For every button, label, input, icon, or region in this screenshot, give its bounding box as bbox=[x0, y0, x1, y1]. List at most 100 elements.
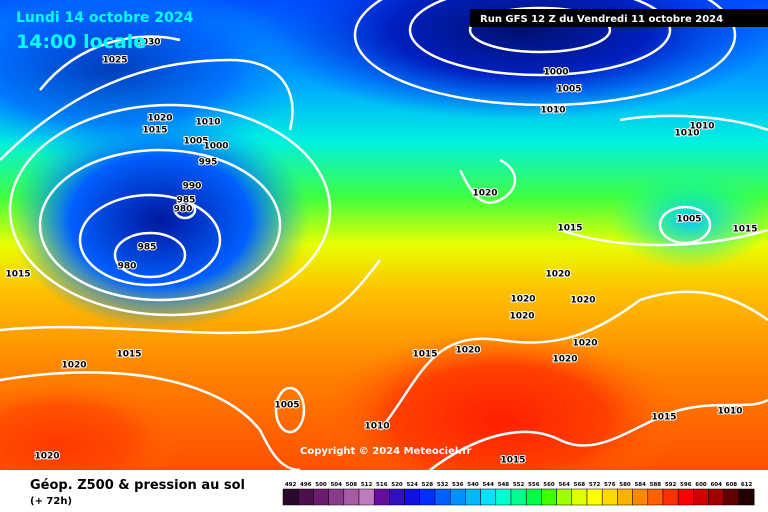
isobar-label: 1015 bbox=[116, 350, 141, 360]
scale-label: 504 bbox=[330, 482, 342, 488]
copyright: Copyright © 2024 Meteociel.fr bbox=[300, 446, 471, 457]
isobar-label: 1000 bbox=[543, 68, 568, 78]
isobar-label: 1005 bbox=[556, 85, 581, 95]
scale-cell bbox=[389, 488, 405, 506]
scale-label: 560 bbox=[543, 482, 555, 488]
isobar-label: 980 bbox=[118, 262, 137, 272]
scale-label: 520 bbox=[391, 482, 403, 488]
isobar-label: 1005 bbox=[676, 215, 701, 225]
isobar-label: 1020 bbox=[570, 296, 595, 306]
scale-label: 576 bbox=[604, 482, 616, 488]
scale-cell bbox=[465, 488, 481, 506]
scale-label: 544 bbox=[482, 482, 494, 488]
scale-cell bbox=[708, 488, 725, 506]
scale-cell bbox=[358, 488, 375, 506]
scale-label: 580 bbox=[619, 482, 631, 488]
isobar-label: 995 bbox=[199, 158, 218, 168]
isobar-label: 1000 bbox=[203, 142, 228, 152]
isobar-label: 1010 bbox=[540, 106, 565, 116]
scale-label: 524 bbox=[406, 482, 418, 488]
scale-cell bbox=[647, 488, 664, 506]
scale-label: 612 bbox=[741, 482, 753, 488]
scale-cell bbox=[282, 488, 299, 506]
footer-lead: (+ 72h) bbox=[30, 496, 72, 507]
scale-cell bbox=[313, 488, 329, 506]
color-scale: 492 496 500 504 508 512 516 520 524 528 532 536 540 5… bbox=[282, 482, 755, 506]
scale-cell bbox=[510, 488, 527, 506]
isobar-label: 985 bbox=[177, 196, 196, 206]
scale-cell bbox=[525, 488, 542, 506]
scale-label: 596 bbox=[680, 482, 692, 488]
isobar-label: 1015 bbox=[142, 126, 167, 136]
isobar-label: 1025 bbox=[102, 56, 127, 66]
scale-cell bbox=[404, 488, 421, 506]
scale-label: 540 bbox=[467, 482, 479, 488]
scale-label: 604 bbox=[710, 482, 722, 488]
scale-label: 532 bbox=[437, 482, 449, 488]
isobar-label: 1010 bbox=[717, 407, 742, 417]
scale-cell bbox=[632, 488, 649, 506]
scale-label: 600 bbox=[695, 482, 707, 488]
date: Lundi 14 octobre 2024 bbox=[16, 10, 194, 26]
isobar-label: 1015 bbox=[412, 350, 437, 360]
isobar-lines bbox=[0, 0, 768, 470]
isobar-label: 1010 bbox=[195, 118, 220, 128]
time: 14:00 locale bbox=[16, 31, 146, 53]
isobar-label: 1015 bbox=[500, 456, 525, 466]
scale-label: 564 bbox=[558, 482, 570, 488]
isobar-label: 1005 bbox=[274, 401, 299, 411]
scale-cell bbox=[662, 488, 679, 506]
scale-cell bbox=[373, 488, 390, 506]
scale-label: 556 bbox=[528, 482, 540, 488]
scale-cell bbox=[434, 488, 451, 506]
scale-cell bbox=[343, 488, 360, 506]
scale-cell bbox=[419, 488, 436, 506]
scale-cell bbox=[723, 488, 740, 506]
isobar-label: 1010 bbox=[689, 122, 714, 132]
run-box bbox=[470, 9, 768, 27]
isobar-label: 1015 bbox=[5, 270, 30, 280]
scale-cell bbox=[297, 488, 314, 506]
scale-label: 496 bbox=[300, 482, 312, 488]
scale-cell bbox=[738, 488, 755, 506]
isobar-label: 985 bbox=[138, 243, 157, 253]
scale-cell bbox=[480, 488, 497, 506]
scale-cell bbox=[617, 488, 633, 506]
isobar-label: 1020 bbox=[572, 339, 597, 349]
isobar-label: 980 bbox=[174, 205, 193, 215]
scale-label: 516 bbox=[376, 482, 388, 488]
scale-cell bbox=[571, 488, 588, 506]
isobar-label: 1020 bbox=[472, 189, 497, 199]
scale-label: 552 bbox=[513, 482, 525, 488]
isobar-label: 1015 bbox=[732, 225, 757, 235]
scale-label: 492 bbox=[285, 482, 297, 488]
scale-cell bbox=[556, 488, 573, 506]
scale-label: 584 bbox=[634, 482, 646, 488]
isobar-label: 1020 bbox=[61, 361, 86, 371]
scale-cell bbox=[586, 488, 603, 506]
isobar-label: 1020 bbox=[147, 114, 172, 124]
isobar-label: 990 bbox=[183, 182, 202, 192]
scale-label: 588 bbox=[650, 482, 662, 488]
footer-title: Géop. Z500 & pression au sol bbox=[30, 478, 245, 493]
isobar-label: 1005 bbox=[183, 137, 208, 147]
isobar-label: 1020 bbox=[34, 452, 59, 462]
run-info: Run GFS 12 Z du Vendredi 11 octobre 2024 bbox=[480, 14, 723, 25]
scale-label: 528 bbox=[422, 482, 434, 488]
isobar-label: 1020 bbox=[545, 270, 570, 280]
isobar-label: 1010 bbox=[364, 422, 389, 432]
isobar-label: 1020 bbox=[510, 295, 535, 305]
scale-label: 512 bbox=[361, 482, 373, 488]
scale-cell bbox=[328, 488, 345, 506]
isobar-label: 1010 bbox=[674, 129, 699, 139]
scale-label: 572 bbox=[589, 482, 601, 488]
scale-cell bbox=[495, 488, 512, 506]
scale-cell bbox=[601, 488, 618, 506]
scale-label: 500 bbox=[315, 482, 327, 488]
scale-label: 592 bbox=[665, 482, 677, 488]
isobar-label: 1020 bbox=[509, 312, 534, 322]
isobar-label: 1030 bbox=[135, 38, 160, 48]
isobar-label: 1015 bbox=[651, 413, 676, 423]
